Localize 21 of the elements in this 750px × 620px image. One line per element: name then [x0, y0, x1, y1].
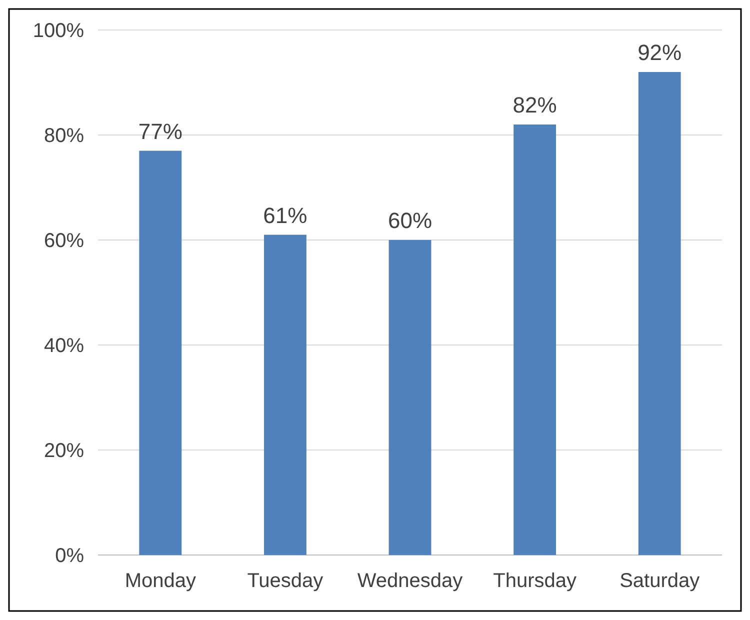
bar: [264, 234, 306, 555]
x-tick-label: Tuesday: [247, 570, 324, 592]
y-tick-label: 20%: [44, 440, 84, 462]
bar: [388, 240, 432, 555]
x-tick-label: Saturday: [620, 570, 700, 592]
x-tick-label: Wednesday: [357, 570, 463, 592]
data-label: 82%: [512, 92, 557, 118]
x-tick-label: Thursday: [493, 570, 576, 592]
y-tick-label: 60%: [44, 230, 84, 252]
x-tick-label: Monday: [124, 570, 196, 592]
data-label: 61%: [263, 202, 308, 228]
y-tick-label: 0%: [55, 545, 84, 567]
y-tick-label: 100%: [32, 20, 84, 42]
bar: [514, 124, 556, 555]
y-tick-label: 80%: [44, 125, 84, 147]
y-tick-label: 40%: [44, 335, 84, 357]
data-label: 60%: [388, 208, 432, 233]
data-label: 77%: [138, 118, 182, 144]
bar: [638, 72, 681, 555]
bar: [139, 150, 182, 555]
data-label: 92%: [638, 40, 682, 65]
